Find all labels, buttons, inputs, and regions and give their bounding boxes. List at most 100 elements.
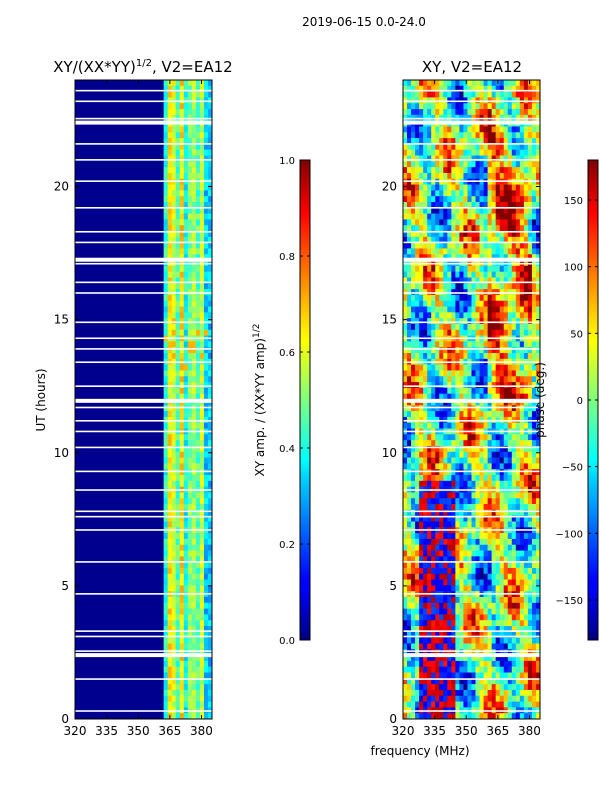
left-heatmap-cell: [203, 492, 209, 499]
right-heatmap-cell: [531, 422, 537, 429]
right-heatmap-cell: [407, 213, 412, 220]
right-heatmap-cell: [427, 649, 432, 656]
left-heatmap-cell: [171, 277, 177, 284]
left-heatmap-cell: [175, 265, 181, 272]
right-heatmap-cell: [499, 643, 505, 650]
right-heatmap-cell: [491, 149, 496, 156]
right-heatmap-cell: [519, 103, 525, 110]
right-heatmap-cell: [527, 521, 533, 528]
right-heatmap-cell: [431, 318, 436, 325]
right-heatmap-cell: [427, 109, 432, 116]
right-heatmap-cell: [443, 550, 448, 557]
right-heatmap-cell: [415, 265, 420, 272]
right-heatmap-cell: [483, 248, 488, 255]
right-heatmap-cell: [423, 562, 428, 569]
right-heatmap-cell: [403, 457, 408, 464]
right-heatmap-cell: [459, 544, 464, 551]
right-heatmap-cell: [419, 387, 424, 394]
right-heatmap-cell: [427, 167, 432, 174]
right-heatmap-cell: [455, 138, 460, 145]
right-heatmap-cell: [535, 509, 541, 516]
right-heatmap-cell: [483, 655, 488, 662]
left-heatmap-cell: [175, 550, 181, 557]
right-heatmap-cell: [483, 161, 488, 168]
left-heatmap-cell: [207, 597, 213, 604]
right-heatmap-cell: [419, 283, 424, 290]
right-heatmap-cell: [451, 457, 456, 464]
right-heatmap-cell: [531, 457, 537, 464]
right-heatmap-cell: [471, 265, 476, 272]
right-heatmap-cell: [411, 620, 416, 627]
left-heatmap-cell: [175, 556, 181, 563]
right-heatmap-cell: [427, 655, 432, 662]
right-heatmap-cell: [503, 678, 509, 685]
right-heatmap-cell: [523, 440, 529, 447]
right-heatmap-cell: [431, 602, 436, 609]
right-heatmap-cell: [419, 445, 424, 453]
right-heatmap-cell: [527, 579, 533, 586]
left-heatmap-cell: [183, 103, 189, 110]
left-heatmap-cell: [191, 126, 197, 133]
right-heatmap-cell: [523, 672, 529, 679]
left-heatmap-cell: [199, 480, 205, 487]
right-heatmap-cell: [475, 672, 480, 679]
right-heatmap-cell: [511, 271, 517, 278]
colorbar-tick-label: 0.6: [279, 348, 295, 359]
left-heatmap-cell: [187, 132, 193, 139]
right-heatmap-cell: [407, 562, 412, 569]
left-heatmap-cell: [203, 445, 209, 453]
right-heatmap-cell: [419, 457, 424, 464]
right-heatmap-cell: [515, 219, 521, 226]
left-heatmap-cell: [175, 207, 181, 214]
right-heatmap-cell: [507, 544, 513, 551]
right-heatmap-cell: [511, 666, 517, 673]
left-heatmap-cell: [163, 556, 168, 563]
left-heatmap-cell: [179, 579, 185, 586]
right-heatmap-cell: [523, 521, 529, 528]
right-heatmap-cell: [511, 323, 517, 331]
right-heatmap-cell: [511, 207, 517, 214]
right-heatmap-cell: [463, 341, 468, 348]
left-heatmap-cell: [179, 109, 185, 116]
right-heatmap-cell: [419, 585, 424, 592]
right-heatmap-cell: [483, 498, 488, 505]
right-heatmap-cell: [459, 457, 464, 464]
right-heatmap-cell: [447, 242, 452, 249]
right-heatmap-cell: [415, 161, 420, 168]
left-colorbar-ticks: 0.00.20.40.60.81.0: [279, 156, 310, 647]
right-heatmap-cell: [411, 416, 416, 424]
right-heatmap-cell: [483, 364, 488, 371]
right-heatmap-cell: [459, 289, 464, 296]
right-heatmap-cell: [495, 277, 501, 284]
right-heatmap-cell: [431, 161, 436, 168]
left-heatmap-cell: [195, 492, 201, 499]
right-heatmap-cell: [447, 498, 452, 505]
right-heatmap-cell: [455, 318, 460, 325]
right-heatmap-cell: [407, 318, 412, 325]
right-heatmap-cell: [467, 492, 472, 499]
right-heatmap-cell: [451, 422, 456, 429]
right-heatmap-cell: [447, 329, 452, 336]
left-heatmap-cell: [167, 219, 173, 226]
right-heatmap-cell: [479, 492, 484, 499]
right-heatmap-cell: [495, 138, 501, 145]
left-heatmap-cell: [191, 294, 197, 302]
right-heatmap-cell: [407, 637, 412, 644]
left-heatmap-cell: [207, 207, 213, 214]
left-heatmap-cell: [207, 585, 213, 592]
right-heatmap-cell: [527, 573, 533, 580]
right-heatmap-cell: [439, 416, 444, 424]
left-heatmap-cell: [187, 614, 193, 621]
left-heatmap-cell: [167, 556, 173, 563]
right-heatmap-cell: [523, 283, 529, 290]
left-heatmap-cell: [179, 666, 185, 673]
left-heatmap-cell: [191, 103, 197, 110]
right-heatmap-cell: [535, 434, 541, 441]
right-heatmap-cell: [531, 684, 537, 691]
right-heatmap-cell: [535, 556, 541, 563]
right-heatmap-cell: [419, 550, 424, 557]
right-heatmap-cell: [447, 85, 452, 92]
right-heatmap-cell: [415, 213, 420, 220]
right-heatmap-cell: [531, 405, 537, 412]
right-heatmap-cell: [495, 143, 501, 151]
